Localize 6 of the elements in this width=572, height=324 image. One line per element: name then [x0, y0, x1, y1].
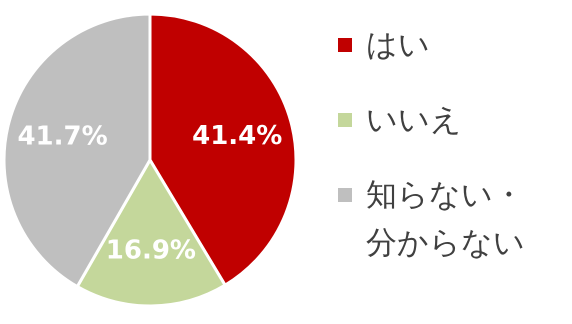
data-label: 16.9% [106, 236, 196, 266]
legend-label: 知らない・分からない [366, 177, 525, 261]
legend-label: いいえ [366, 102, 462, 138]
legend-label: はい [366, 27, 430, 63]
data-label: 41.7% [17, 122, 108, 152]
data-label: 41.4% [192, 120, 282, 151]
